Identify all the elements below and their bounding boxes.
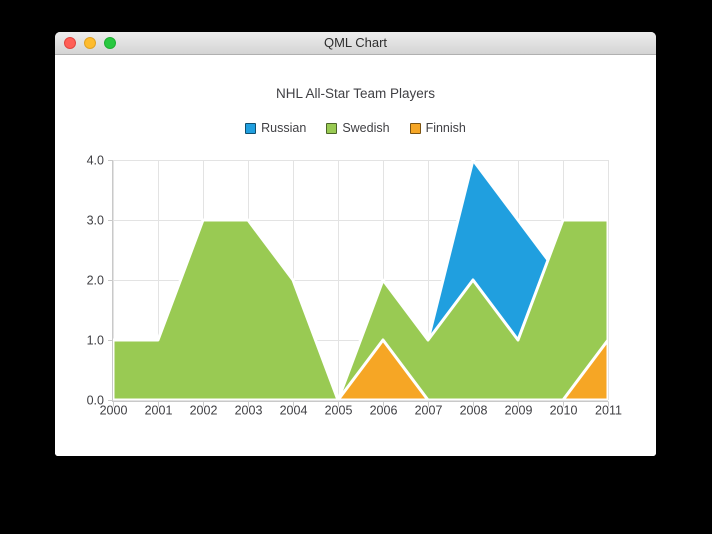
- svg-text:2006: 2006: [370, 404, 398, 418]
- svg-text:2004: 2004: [280, 404, 308, 418]
- legend-label-finnish: Finnish: [425, 121, 466, 135]
- minimize-button[interactable]: [84, 37, 96, 49]
- legend-item-swedish[interactable]: Swedish: [326, 121, 390, 135]
- svg-text:4.0: 4.0: [87, 154, 104, 168]
- legend-label-russian: Russian: [261, 121, 307, 135]
- svg-text:2007: 2007: [415, 404, 443, 418]
- svg-text:2001: 2001: [145, 404, 173, 418]
- svg-text:2002: 2002: [190, 404, 218, 418]
- legend-item-finnish[interactable]: Finnish: [409, 121, 466, 135]
- chart-legend: Russian Swedish Finnish: [55, 119, 656, 137]
- svg-text:2005: 2005: [325, 404, 353, 418]
- svg-text:2009: 2009: [505, 404, 533, 418]
- app-window: QML Chart 0.0 1.0 2.0 3.0 4.0 2000 2001 2002 200…: [55, 32, 656, 456]
- traffic-lights: [64, 37, 116, 49]
- svg-text:2011: 2011: [595, 404, 622, 418]
- zoom-button[interactable]: [104, 37, 116, 49]
- legend-label-swedish: Swedish: [342, 121, 390, 135]
- svg-text:2008: 2008: [460, 404, 488, 418]
- legend-marker-finnish-icon: [409, 122, 421, 134]
- window-titlebar[interactable]: QML Chart: [55, 32, 656, 55]
- svg-text:2.0: 2.0: [87, 274, 104, 288]
- svg-text:0.0: 0.0: [87, 394, 104, 408]
- legend-item-russian[interactable]: Russian: [245, 121, 306, 135]
- chart-view: 0.0 1.0 2.0 3.0 4.0 2000 2001 2002 2003 2004 2005 2…: [55, 55, 656, 456]
- svg-text:3.0: 3.0: [87, 214, 104, 228]
- svg-text:2003: 2003: [235, 404, 263, 418]
- svg-text:2000: 2000: [100, 404, 128, 418]
- legend-marker-swedish-icon: [326, 122, 338, 134]
- area-chart-plot: 0.0 1.0 2.0 3.0 4.0 2000 2001 2002 2003 2004 2005 2…: [87, 154, 622, 418]
- chart-title: NHL All-Star Team Players: [275, 86, 436, 101]
- window-title: QML Chart: [323, 35, 388, 50]
- legend-marker-russian-icon: [245, 122, 257, 134]
- svg-text:1.0: 1.0: [87, 334, 104, 348]
- close-button[interactable]: [64, 37, 76, 49]
- svg-text:2010: 2010: [550, 404, 578, 418]
